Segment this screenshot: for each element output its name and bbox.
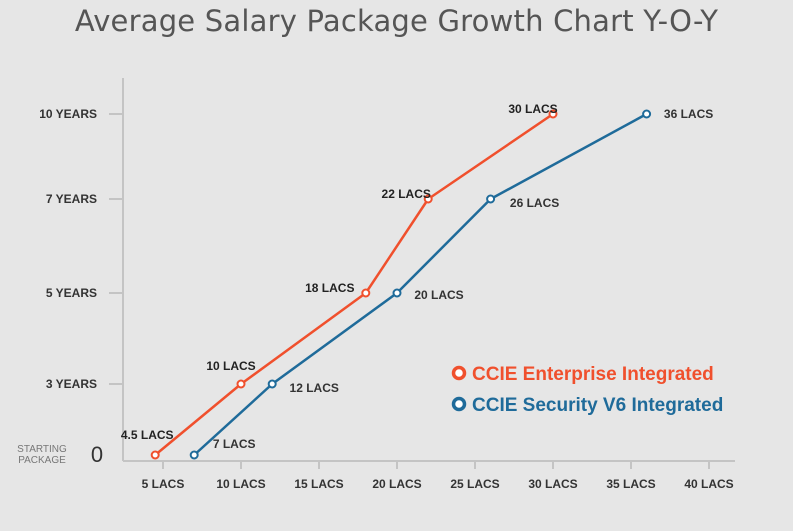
x-tick-label: 5 LACS [142, 477, 185, 491]
data-point [392, 288, 402, 298]
data-point [642, 109, 652, 119]
data-label: 36 LACS [664, 107, 713, 121]
y-tick-label: 5 YEARS [46, 286, 97, 300]
chart-title: Average Salary Package Growth Chart Y-O-… [74, 4, 719, 38]
y-start-label: STARTING [17, 444, 67, 455]
data-point [236, 379, 246, 389]
data-label: 10 LACS [206, 359, 255, 373]
data-label: 18 LACS [305, 281, 354, 295]
y-tick-label: 10 YEARS [39, 107, 97, 121]
x-tick-label: 10 LACS [216, 477, 265, 491]
data-label: 26 LACS [510, 196, 559, 210]
x-tick-label: 15 LACS [294, 477, 343, 491]
data-point [189, 450, 199, 460]
x-tick-label: 30 LACS [528, 477, 577, 491]
data-point [361, 288, 371, 298]
x-tick-label: 25 LACS [450, 477, 499, 491]
legend-label: CCIE Security V6 Integrated [472, 395, 723, 416]
data-point [267, 379, 277, 389]
legend-label: CCIE Enterprise Integrated [472, 364, 714, 385]
data-label: 12 LACS [290, 381, 339, 395]
data-point [486, 194, 496, 204]
data-label: 20 LACS [414, 288, 463, 302]
data-label: 4.5 LACS [121, 428, 174, 442]
y-zero-label: 0 [91, 442, 103, 467]
legend-marker [451, 365, 467, 381]
y-start-label: PACKAGE [18, 455, 66, 466]
data-label: 7 LACS [213, 437, 256, 451]
data-point [423, 194, 433, 204]
data-point [548, 109, 558, 119]
data-label: 30 LACS [508, 102, 557, 116]
x-tick-label: 20 LACS [372, 477, 421, 491]
legend-marker [451, 396, 467, 412]
y-tick-label: 3 YEARS [46, 377, 97, 391]
y-tick-label: 7 YEARS [46, 192, 97, 206]
data-label: 22 LACS [382, 187, 431, 201]
x-tick-label: 40 LACS [684, 477, 733, 491]
data-point [150, 450, 160, 460]
x-tick-label: 35 LACS [606, 477, 655, 491]
